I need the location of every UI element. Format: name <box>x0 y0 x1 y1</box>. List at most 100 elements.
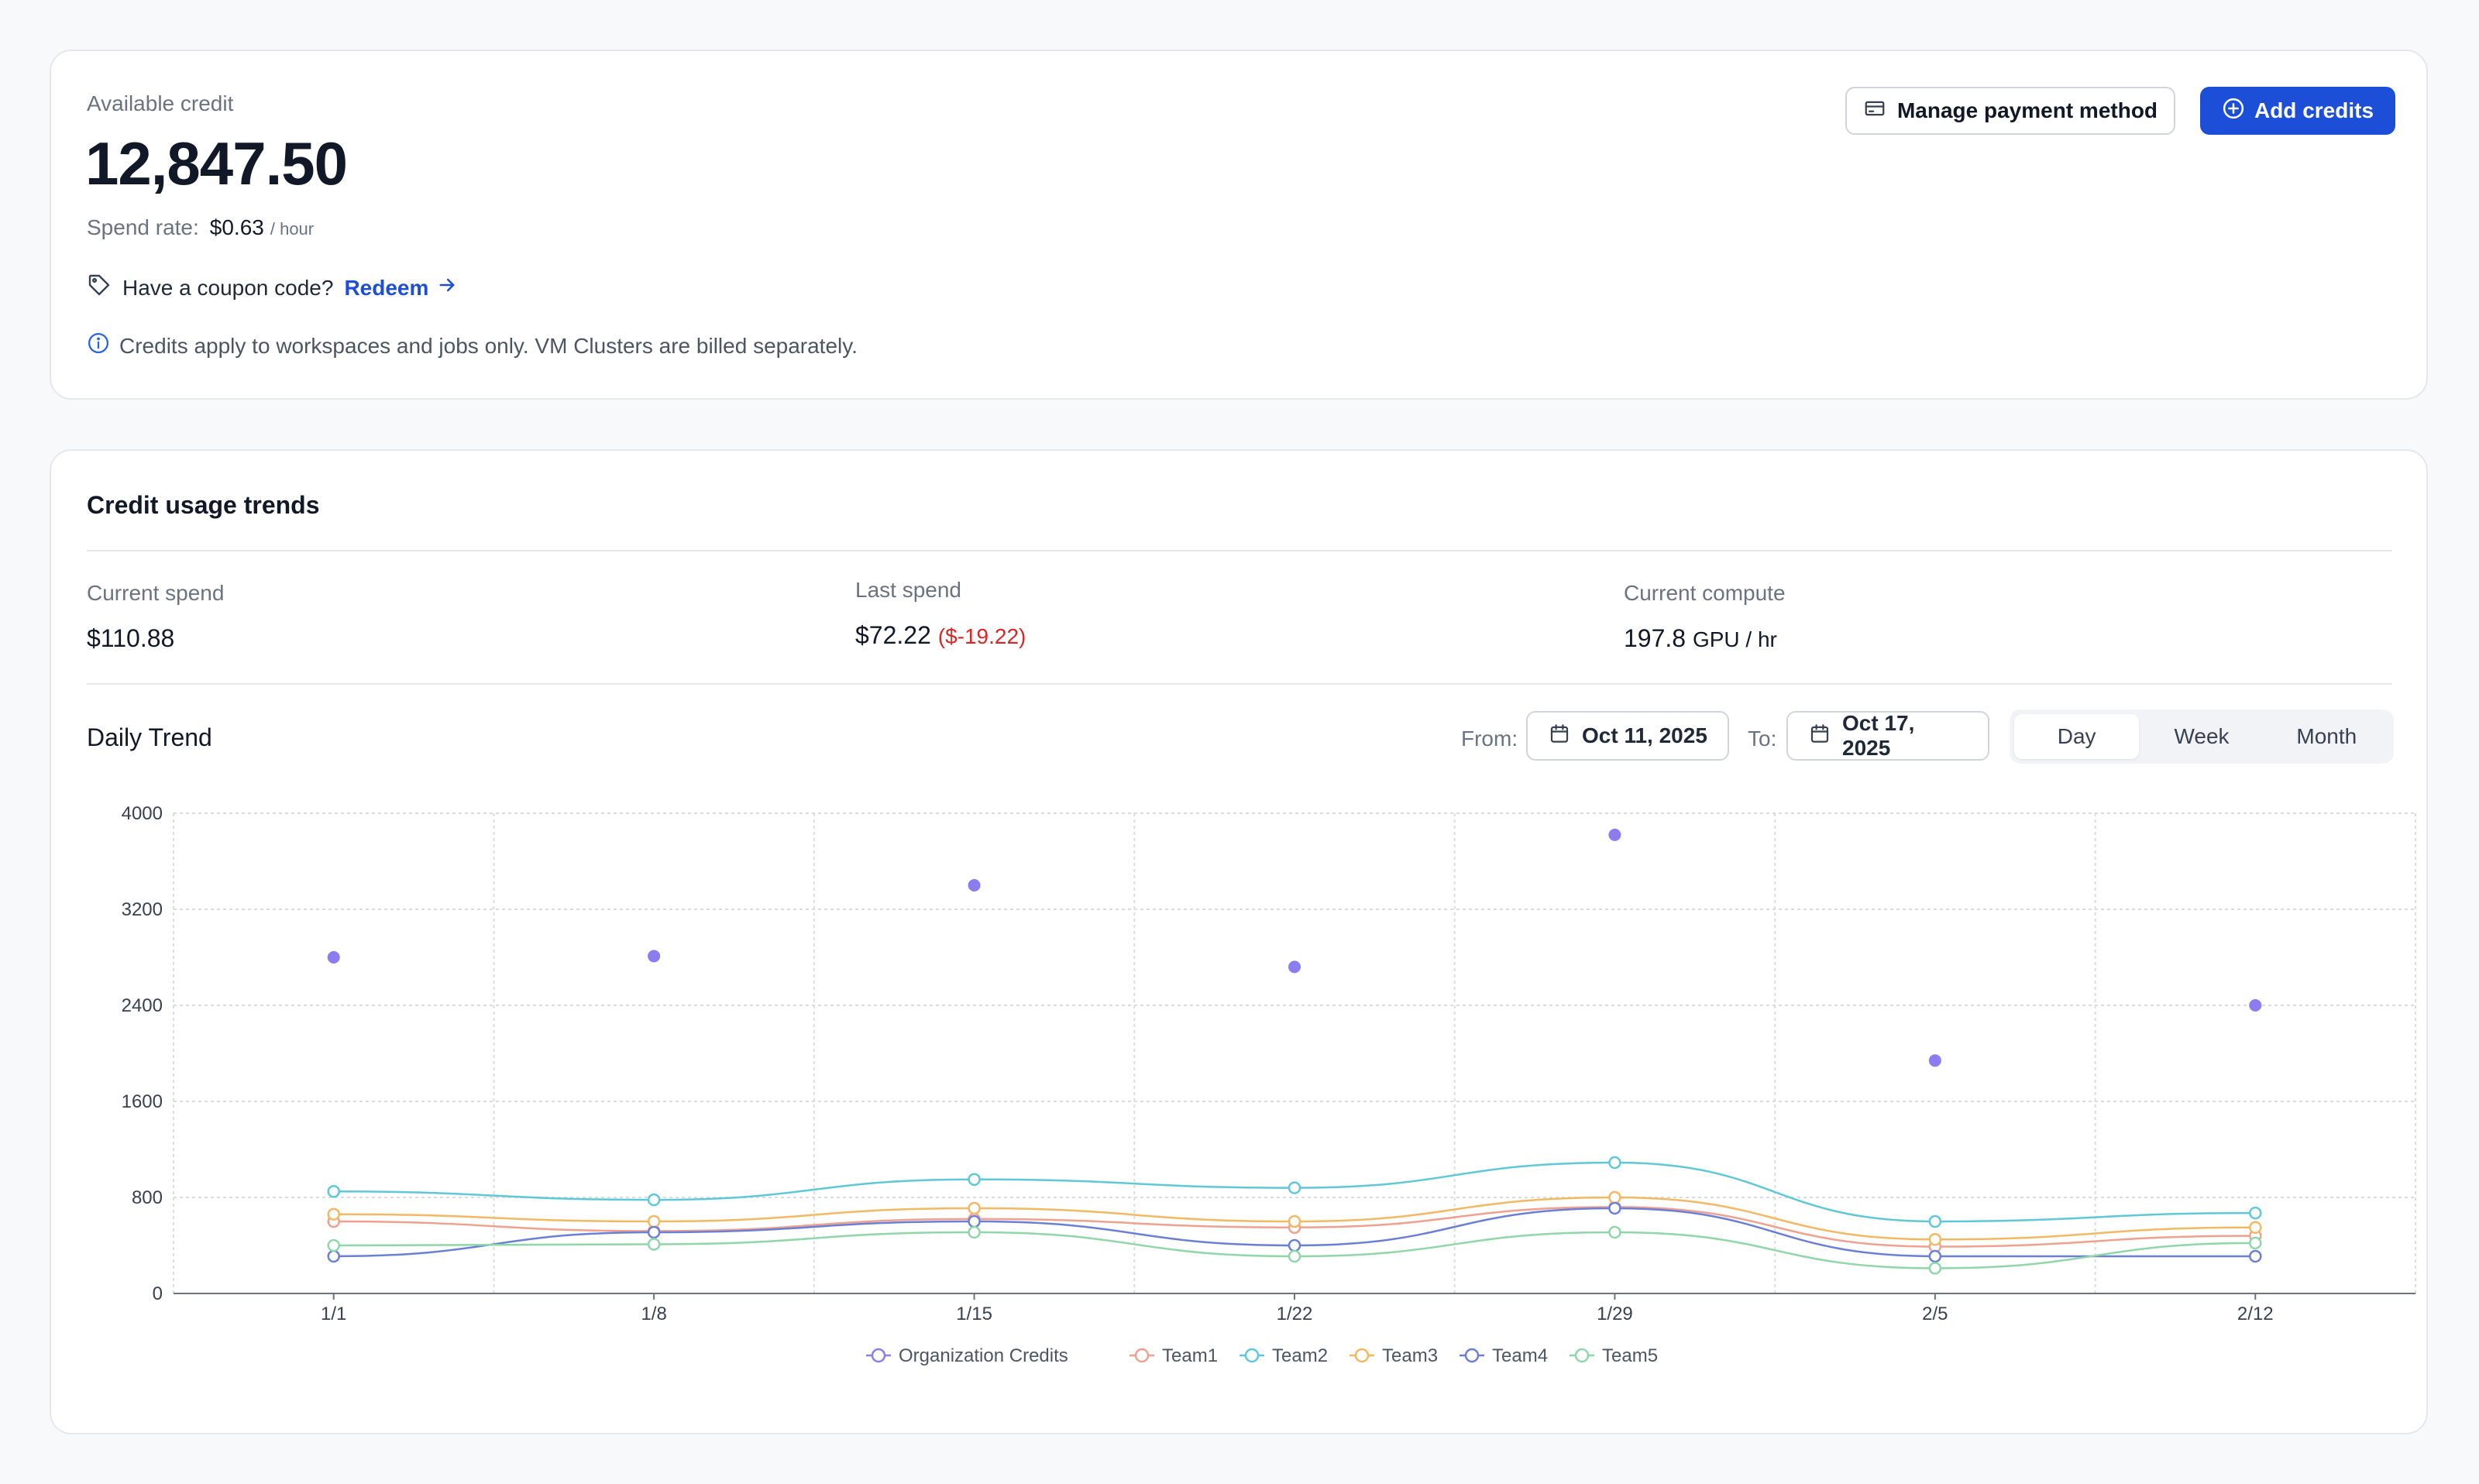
section-title: Credit usage trends <box>87 491 320 519</box>
legend-label-team2: Team2 <box>1272 1345 1328 1366</box>
last-spend-value: $72.22 <box>855 621 931 649</box>
team5-point <box>2249 1236 2262 1250</box>
daily-trend-title: Daily Trend <box>87 723 212 751</box>
range-toggle: Day Week Month <box>2010 709 2394 764</box>
organization-credits-point <box>648 950 661 963</box>
legend-marker-team1 <box>1134 1348 1150 1363</box>
credit-card: Available credit 12,847.50 Spend rate: $… <box>50 50 2428 400</box>
team4-point <box>327 1249 340 1263</box>
to-date-picker[interactable]: Oct 17, 2025 <box>1786 711 1989 761</box>
legend-marker-team2 <box>1244 1348 1260 1363</box>
x-tick-label: 1/22 <box>1277 1304 1313 1324</box>
info-text: Credits apply to workspaces and jobs onl… <box>119 333 858 358</box>
team5-point <box>1928 1262 1942 1275</box>
manage-payment-label: Manage payment method <box>1896 98 2158 122</box>
organization-credits-point <box>2249 999 2262 1012</box>
last-spend-delta: ($-19.22) <box>937 624 1026 648</box>
team2-point <box>2249 1206 2262 1220</box>
x-tick-label: 1/8 <box>641 1304 666 1324</box>
team4-point <box>647 1225 661 1239</box>
divider <box>87 550 2392 551</box>
legend-marker-team3 <box>1354 1348 1370 1363</box>
spend-rate-row: Spend rate: $0.63 / hour <box>87 215 314 240</box>
current-compute-value-row: 197.8 GPU / hr <box>1624 624 1786 653</box>
organization-credits-point <box>1288 960 1301 974</box>
team3-point <box>2249 1221 2262 1234</box>
y-tick-label: 1600 <box>122 1091 163 1112</box>
coupon-row: Have a coupon code? Redeem <box>87 273 458 303</box>
divider <box>87 683 2392 685</box>
team5-point <box>327 1238 340 1252</box>
x-tick-label: 1/1 <box>321 1304 346 1324</box>
team3-point <box>1288 1214 1301 1228</box>
calendar-icon <box>1548 722 1571 751</box>
spend-rate-label: Spend rate: <box>87 215 199 239</box>
team5-point <box>1608 1225 1621 1239</box>
legend-marker-organization-credits <box>871 1348 886 1363</box>
to-date-value: Oct 17, 2025 <box>1842 711 1915 760</box>
team4-point <box>1608 1201 1621 1215</box>
team5-point <box>968 1225 981 1239</box>
spend-rate-unit: / hour <box>270 219 315 239</box>
daily-trend-chart: 0 800 1600 2400 3200 4000 1/1 1/8 1/15 1/22 1/29 2/… <box>122 803 2416 1366</box>
add-credits-button[interactable]: Add credits <box>2200 87 2395 135</box>
last-spend-value-row: $72.22 ($-19.22) <box>855 621 1026 650</box>
available-credit-amount: 12,847.50 <box>85 129 348 198</box>
y-tick-label: 2400 <box>122 995 163 1016</box>
team3-point <box>327 1207 340 1221</box>
team2-point <box>968 1173 981 1186</box>
manage-payment-method-button[interactable]: Manage payment method <box>1845 87 2175 135</box>
current-compute-stat: Current compute 197.8 GPU / hr <box>1624 581 1786 653</box>
team3-point <box>968 1201 981 1215</box>
legend-marker-team4 <box>1464 1348 1480 1363</box>
tag-icon <box>87 273 112 303</box>
legend-label-organization-credits: Organization Credits <box>899 1345 1068 1366</box>
legend-label-team3: Team3 <box>1382 1345 1438 1366</box>
from-date-picker[interactable]: Oct 11, 2025 <box>1526 711 1729 761</box>
current-spend-label: Current spend <box>87 581 225 605</box>
y-tick-label: 0 <box>153 1283 163 1304</box>
organization-credits-point <box>1608 828 1621 841</box>
team2-point <box>1928 1214 1942 1228</box>
calendar-icon <box>1808 722 1831 751</box>
info-icon <box>87 331 110 360</box>
coupon-text: Have a coupon code? <box>122 275 334 300</box>
info-row: Credits apply to workspaces and jobs onl… <box>87 331 858 360</box>
team4-point <box>968 1214 981 1228</box>
y-tick-label: 3200 <box>122 899 163 920</box>
add-credits-label: Add credits <box>2254 98 2374 122</box>
team3-point <box>1608 1190 1621 1204</box>
redeem-link[interactable]: Redeem <box>344 274 458 301</box>
x-tick-label: 2/12 <box>2237 1304 2274 1324</box>
redeem-label: Redeem <box>344 275 429 300</box>
current-compute-unit: GPU / hr <box>1692 627 1777 651</box>
current-compute-label: Current compute <box>1624 581 1786 605</box>
team2-point <box>1608 1156 1621 1170</box>
available-credit-label: Available credit <box>87 91 234 115</box>
credit-usage-trends-card: Credit usage trends Current spend $110.8… <box>50 449 2428 1434</box>
team4-point <box>2249 1249 2262 1263</box>
range-week-option[interactable]: Week <box>2174 724 2230 748</box>
y-tick-label: 4000 <box>122 803 163 824</box>
x-tick-label: 1/29 <box>1597 1304 1633 1324</box>
team4-point <box>1288 1238 1301 1252</box>
spend-rate-value: $0.63 <box>209 215 264 239</box>
x-tick-label: 1/15 <box>956 1304 992 1324</box>
team2-point <box>1288 1181 1301 1194</box>
team5-point <box>647 1238 661 1251</box>
team3-point <box>1928 1233 1942 1246</box>
legend-label-team5: Team5 <box>1602 1345 1658 1366</box>
team5-point <box>1288 1249 1301 1263</box>
legend-label-team4: Team4 <box>1492 1345 1548 1366</box>
team2-point <box>647 1193 661 1207</box>
current-spend-stat: Current spend $110.88 <box>87 581 224 653</box>
organization-credits-point <box>327 951 340 964</box>
credit-card-icon <box>1863 97 1886 125</box>
organization-credits-point <box>968 879 981 891</box>
range-day-option[interactable]: Day <box>2014 714 2140 759</box>
team4-point <box>1928 1249 1942 1263</box>
legend-label-team1: Team1 <box>1162 1345 1218 1366</box>
last-spend-label: Last spend <box>855 578 961 602</box>
x-tick-label: 2/5 <box>1922 1304 1948 1324</box>
range-month-option[interactable]: Month <box>2296 724 2357 748</box>
